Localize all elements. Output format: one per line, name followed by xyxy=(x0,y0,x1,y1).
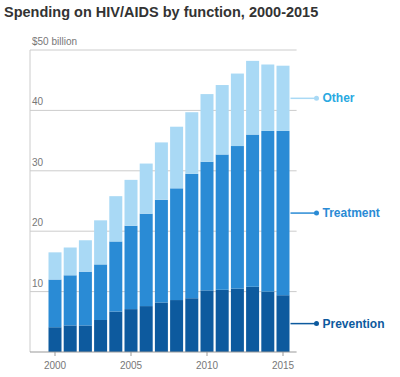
bar xyxy=(125,226,138,309)
bar xyxy=(49,252,62,279)
bar xyxy=(246,287,259,352)
x-tick-label: 2000 xyxy=(44,360,67,371)
bar xyxy=(109,196,122,241)
legend-dot xyxy=(314,321,319,326)
bar xyxy=(246,61,259,135)
x-tick-label: 2010 xyxy=(196,360,219,371)
bar xyxy=(79,325,92,352)
grid-line xyxy=(30,50,297,51)
bar xyxy=(140,214,153,306)
bar xyxy=(277,295,290,352)
legend-label: Other xyxy=(323,91,355,105)
bar xyxy=(64,325,77,352)
x-tick-label: 2015 xyxy=(272,360,295,371)
legend-leader xyxy=(291,212,317,214)
y-tick-label: $50 billion xyxy=(32,36,77,47)
bar xyxy=(277,66,290,131)
bar xyxy=(79,272,92,326)
x-tick-label: 2005 xyxy=(120,360,143,371)
bar xyxy=(231,74,244,146)
bar xyxy=(231,146,244,289)
bar xyxy=(155,200,168,303)
bar xyxy=(216,290,229,352)
bar xyxy=(49,280,62,328)
x-tick xyxy=(283,352,284,356)
y-tick-label: 30 xyxy=(32,157,44,168)
bar xyxy=(261,64,274,130)
bar xyxy=(94,320,107,352)
bar xyxy=(277,131,290,295)
y-axis-line xyxy=(30,50,31,352)
bar xyxy=(185,174,198,298)
bar xyxy=(109,312,122,352)
x-tick xyxy=(55,352,56,356)
y-tick-label: 20 xyxy=(32,217,44,228)
bar xyxy=(201,94,214,162)
bar xyxy=(185,298,198,352)
bar xyxy=(64,275,77,325)
bar xyxy=(155,142,168,199)
bar xyxy=(64,248,77,276)
bar xyxy=(261,131,274,292)
legend-leader xyxy=(291,323,317,325)
bar xyxy=(261,292,274,352)
bar xyxy=(246,135,259,287)
chart: Spending on HIV/AIDS by function, 2000-2… xyxy=(0,0,400,377)
x-tick xyxy=(207,352,208,356)
legend-leader xyxy=(291,98,317,100)
bar xyxy=(170,188,183,300)
bar xyxy=(155,302,168,352)
bar xyxy=(94,220,107,264)
bar xyxy=(79,240,92,271)
bar xyxy=(125,309,138,352)
x-axis-line xyxy=(30,352,297,353)
x-tick xyxy=(131,352,132,356)
y-tick-label: 10 xyxy=(32,278,44,289)
bar xyxy=(170,300,183,352)
title: Spending on HIV/AIDS by function, 2000-2… xyxy=(4,4,318,20)
bar xyxy=(170,127,183,189)
y-tick-label: 40 xyxy=(32,96,44,107)
legend-dot xyxy=(314,211,319,216)
bar xyxy=(216,85,229,154)
legend-dot xyxy=(314,96,319,101)
bar xyxy=(231,289,244,352)
legend-label: Prevention xyxy=(323,317,385,331)
bar xyxy=(49,327,62,352)
bars xyxy=(49,61,290,352)
bar xyxy=(201,290,214,352)
bar xyxy=(201,162,214,291)
bar xyxy=(216,154,229,289)
bar xyxy=(185,112,198,174)
bar xyxy=(140,306,153,352)
legend-label: Treatment xyxy=(323,206,380,220)
bar xyxy=(109,241,122,311)
bar xyxy=(140,164,153,214)
bar xyxy=(125,180,138,226)
bar xyxy=(94,264,107,320)
